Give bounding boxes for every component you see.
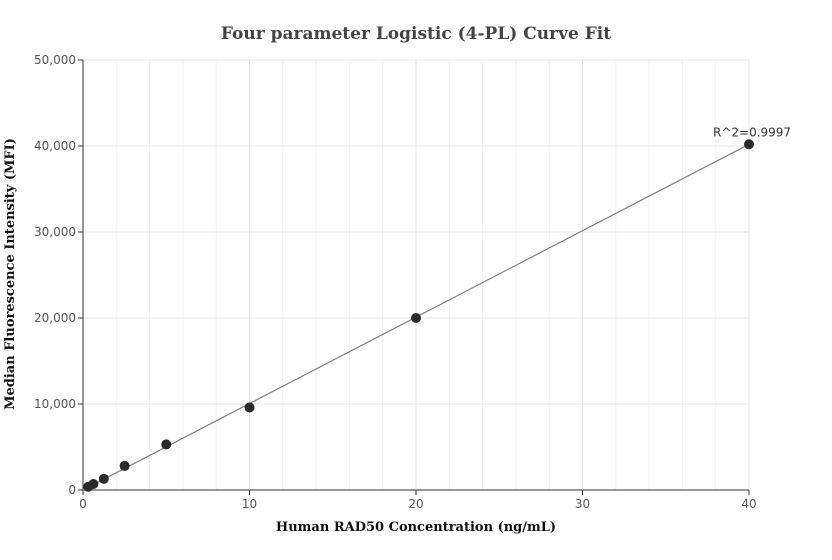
y-tick-label: 50,000 <box>34 53 76 67</box>
grid <box>83 59 750 490</box>
r-squared-annotation: R^2=0.9997 <box>713 125 791 139</box>
data-point <box>411 313 421 323</box>
x-tick-label: 20 <box>408 497 423 511</box>
data-point <box>244 402 255 413</box>
data-point <box>119 460 130 471</box>
y-tick-label: 30,000 <box>34 225 76 239</box>
chart-title: Four parameter Logistic (4-PL) Curve Fit <box>221 24 611 44</box>
x-tick-label: 10 <box>242 497 257 511</box>
data-point <box>744 139 754 150</box>
x-tick-label: 0 <box>79 497 87 511</box>
data-points <box>83 139 754 492</box>
data-point <box>88 478 99 489</box>
x-tick-label: 40 <box>741 497 756 511</box>
data-point <box>98 473 109 484</box>
axes <box>78 59 750 495</box>
y-tick-label: 40,000 <box>34 139 76 153</box>
y-tick-label: 0 <box>68 483 76 497</box>
x-tick-label: 30 <box>575 497 590 511</box>
y-tick-label: 10,000 <box>34 397 76 411</box>
labels: 0 10 20 30 40 0 10,000 20,000 30,000 40,000 50,000… <box>34 53 791 511</box>
y-axis-title: Median Fluorescence Intensity (MFI) <box>3 138 18 410</box>
y-tick-label: 20,000 <box>34 311 76 325</box>
x-axis-title: Human RAD50 Concentration (ng/mL) <box>276 520 556 535</box>
data-point <box>161 439 172 450</box>
